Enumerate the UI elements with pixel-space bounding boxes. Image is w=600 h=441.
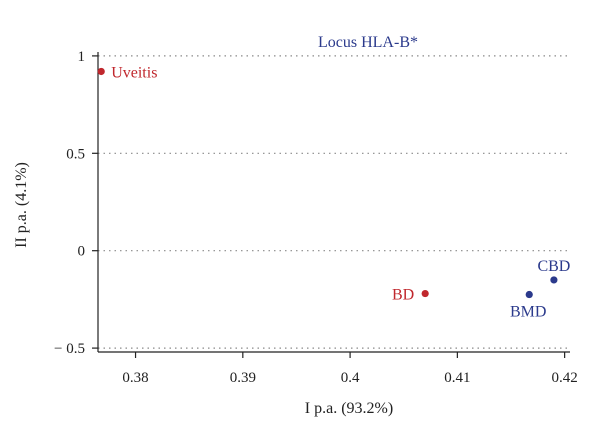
x-tick-label: 0.42 bbox=[552, 370, 578, 386]
data-point-label: BD bbox=[392, 287, 414, 304]
data-point-label: Uveitis bbox=[111, 64, 157, 81]
axes bbox=[97, 52, 570, 353]
data-point bbox=[525, 290, 533, 299]
x-tick-label: 0.41 bbox=[444, 370, 470, 386]
y-tick-label: 0.5 bbox=[66, 146, 85, 162]
x-axis-ticks: 0.38 0.39 0.4 0.41 0.42 bbox=[122, 352, 578, 386]
data-point bbox=[421, 289, 429, 298]
x-tick-label: 0.38 bbox=[122, 370, 148, 386]
y-tick-label: 0 bbox=[78, 244, 86, 260]
data-point-label: CBD bbox=[537, 258, 570, 275]
x-tick-label: 0.4 bbox=[341, 370, 360, 386]
x-axis-label: I p.a. (93.2%) bbox=[305, 400, 393, 417]
data-points: Uveitis BD BMD CBD bbox=[97, 64, 570, 321]
y-tick-label: 1 bbox=[78, 49, 86, 65]
data-point bbox=[550, 276, 558, 284]
data-point-label: BMD bbox=[510, 304, 546, 321]
y-axis-label: II p.a. (4.1%) bbox=[13, 162, 30, 248]
data-point bbox=[97, 67, 105, 76]
y-axis-ticks: 1 0.5 0 − 0.5 bbox=[54, 49, 98, 357]
y-tick-label: − 0.5 bbox=[54, 341, 85, 357]
chart-title: Locus HLA-B* bbox=[318, 34, 418, 51]
gridlines bbox=[98, 55, 570, 349]
x-tick-label: 0.39 bbox=[230, 370, 256, 386]
